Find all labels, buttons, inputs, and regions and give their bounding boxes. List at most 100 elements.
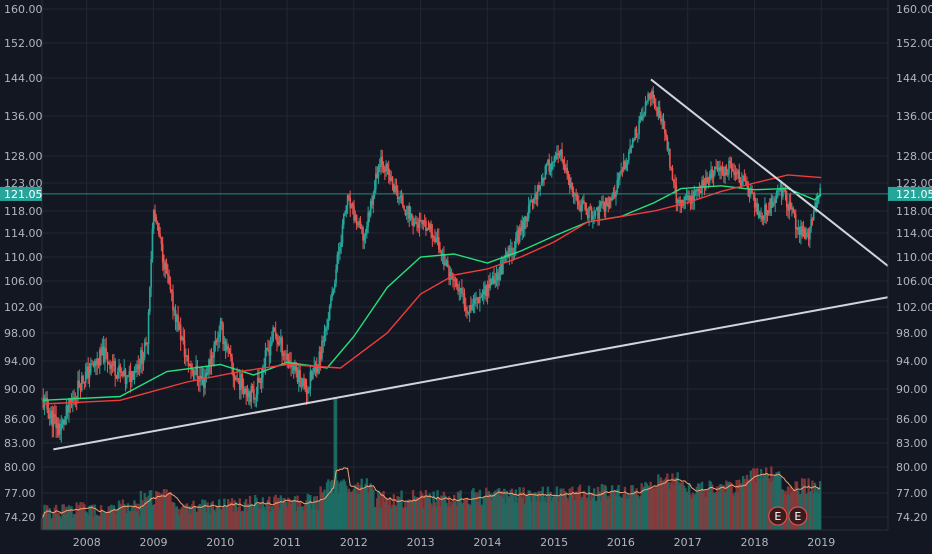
volume-bar <box>314 509 317 530</box>
volume-bar <box>203 500 207 530</box>
volume-bar <box>187 511 190 530</box>
candle-body <box>734 172 737 176</box>
volume-bar <box>676 472 679 530</box>
candle-body <box>751 190 753 193</box>
candle-body <box>114 360 116 376</box>
candle-body <box>182 336 185 340</box>
x-axis[interactable]: 2008 2009 2010 2011 2012 2013 2014 2015 2016 2017… <box>73 536 835 549</box>
volume-bar <box>280 503 284 530</box>
volume-bar <box>729 481 732 530</box>
candle-body <box>571 182 574 192</box>
volume-bar <box>366 493 370 530</box>
candle-body <box>440 252 443 255</box>
volume-bar <box>765 467 768 530</box>
candle-body <box>138 365 141 370</box>
volume-bar <box>429 503 433 530</box>
volume-bar <box>442 491 446 530</box>
earnings-marker[interactable] <box>788 506 808 526</box>
volume-bar <box>392 494 396 530</box>
y-tick-label-left: 83.00 <box>4 437 36 450</box>
candle-body <box>241 373 244 388</box>
volume-bar <box>414 498 417 530</box>
volume-bar <box>361 489 365 530</box>
volume-bar <box>428 493 431 530</box>
volume-bar <box>469 505 473 530</box>
volume-bar <box>242 511 245 530</box>
volume-bar <box>540 491 543 530</box>
candle-body <box>264 350 267 367</box>
volume-bar <box>698 483 701 530</box>
volume-bar <box>239 512 243 530</box>
volume-bar <box>693 495 696 530</box>
x-tick-label: 2014 <box>473 536 501 549</box>
volume-bar <box>795 481 799 530</box>
candle-body <box>712 173 715 179</box>
earnings-marker[interactable] <box>768 506 788 526</box>
y-axis-left[interactable]: 160.00 152.00 144.00 136.00 128.00 123.00 118.… <box>4 3 43 524</box>
candle-body <box>580 204 583 212</box>
trendline[interactable] <box>53 296 889 451</box>
volume-bar <box>592 488 596 530</box>
y-axis-right[interactable]: 160.00 152.00 144.00 136.00 128.00 123.00 118.… <box>896 3 932 524</box>
volume-bar <box>288 499 292 530</box>
volume-bar <box>153 503 157 530</box>
candle-body <box>536 185 539 200</box>
volume-bar <box>174 507 177 530</box>
candle-body <box>97 358 100 366</box>
candle-body <box>639 115 642 121</box>
trendlines[interactable] <box>53 78 889 451</box>
candle-body <box>563 164 566 171</box>
candle-body <box>233 376 236 380</box>
candle-body <box>154 210 156 217</box>
volume-bar <box>460 503 464 530</box>
trendline[interactable] <box>650 78 889 267</box>
candle-body <box>521 221 524 232</box>
volume-bar <box>277 497 280 530</box>
last-price-marker: 121.05 121.05 <box>0 186 932 201</box>
candle-body <box>490 279 493 285</box>
volume-bar <box>122 504 126 530</box>
candle-body <box>82 375 84 383</box>
volume-bar <box>488 493 492 530</box>
moving-averages <box>41 174 822 405</box>
volume-bar <box>802 484 805 530</box>
candle-body <box>616 179 619 193</box>
candle-body <box>298 370 300 382</box>
candle-body <box>606 197 608 204</box>
candle-body <box>559 149 562 156</box>
volume-bar <box>192 500 195 530</box>
volume-bar <box>713 492 717 530</box>
volume-bar <box>182 505 185 530</box>
candle-body <box>765 204 768 216</box>
candle-body <box>425 220 427 231</box>
volume-bar <box>282 498 285 530</box>
volume-bar <box>383 502 387 530</box>
volume-bar <box>337 493 340 530</box>
volume-bar <box>176 508 180 530</box>
candle-body <box>116 371 119 379</box>
candle-body <box>146 342 149 345</box>
candle-body <box>586 214 589 219</box>
candle-body <box>439 249 441 253</box>
volume-bar <box>42 514 45 530</box>
moving-average-line <box>41 174 822 405</box>
candle-body <box>801 226 803 236</box>
volume-bar <box>209 513 212 530</box>
volume-bar <box>313 496 316 530</box>
volume-bar <box>452 494 456 530</box>
volume-bar <box>413 495 416 530</box>
candle-body <box>497 272 499 281</box>
candle-body <box>743 176 746 182</box>
x-tick-label: 2017 <box>674 536 702 549</box>
volume-bar <box>752 468 755 530</box>
volume-bar <box>487 491 491 530</box>
volume-bar <box>97 516 100 530</box>
candle-body <box>393 184 395 193</box>
volume-bar <box>427 498 430 530</box>
volume-bar <box>322 492 325 530</box>
volume-bar <box>519 491 523 530</box>
volume-bar <box>555 486 559 530</box>
